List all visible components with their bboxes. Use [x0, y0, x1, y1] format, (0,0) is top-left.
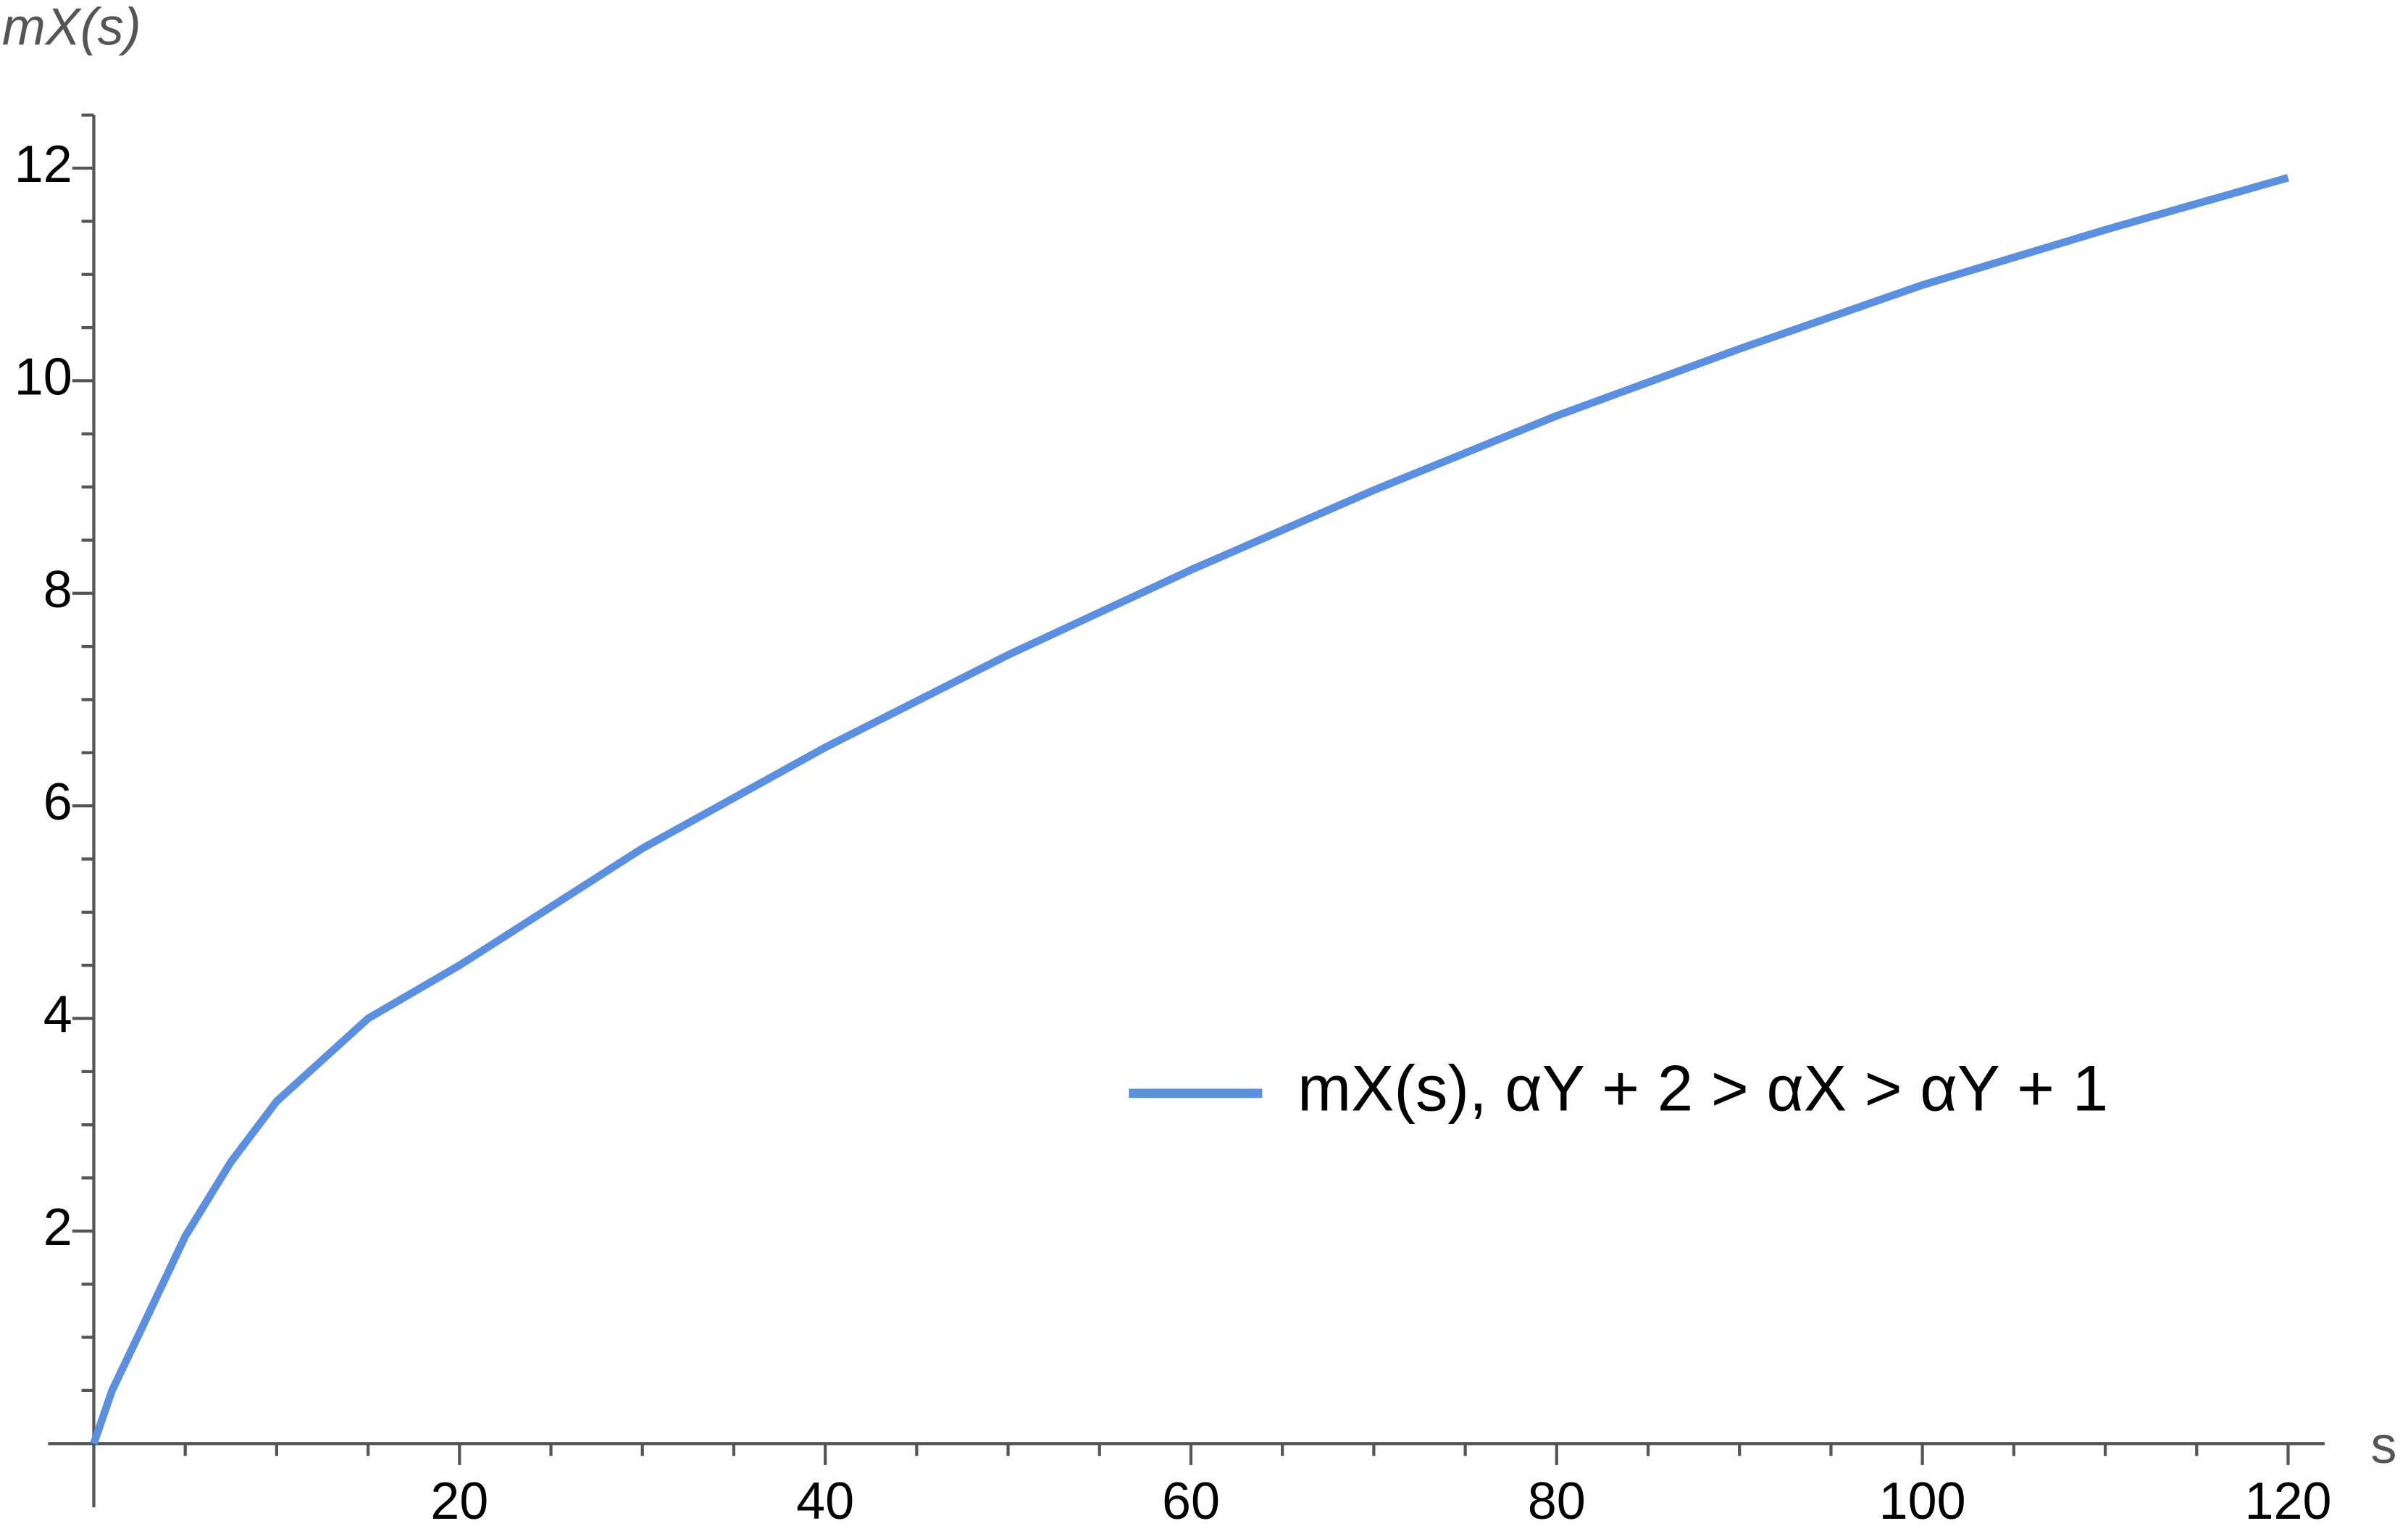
x-axis-label: s: [2370, 1417, 2396, 1475]
y-tick-label: 12: [14, 136, 72, 193]
x-tick-label: 120: [2244, 1472, 2331, 1530]
x-tick-label: 40: [796, 1472, 854, 1530]
y-axis-label: mX(s): [2, 0, 141, 56]
y-tick-label: 8: [43, 561, 72, 619]
x-tick-label: 20: [430, 1472, 488, 1530]
y-tick-label: 6: [43, 773, 72, 831]
x-tick-label: 100: [1879, 1472, 1966, 1530]
x-tick-label: 60: [1162, 1472, 1220, 1530]
x-tick-label: 80: [1528, 1472, 1586, 1530]
line: [90, 174, 2289, 1445]
y-tick-label: 4: [43, 986, 72, 1044]
y-tick-label: 10: [14, 348, 72, 406]
legend-label: mX(s), αY + 2 > αX > αY + 1: [1297, 1052, 2108, 1124]
y-tick-label: 2: [43, 1199, 72, 1256]
